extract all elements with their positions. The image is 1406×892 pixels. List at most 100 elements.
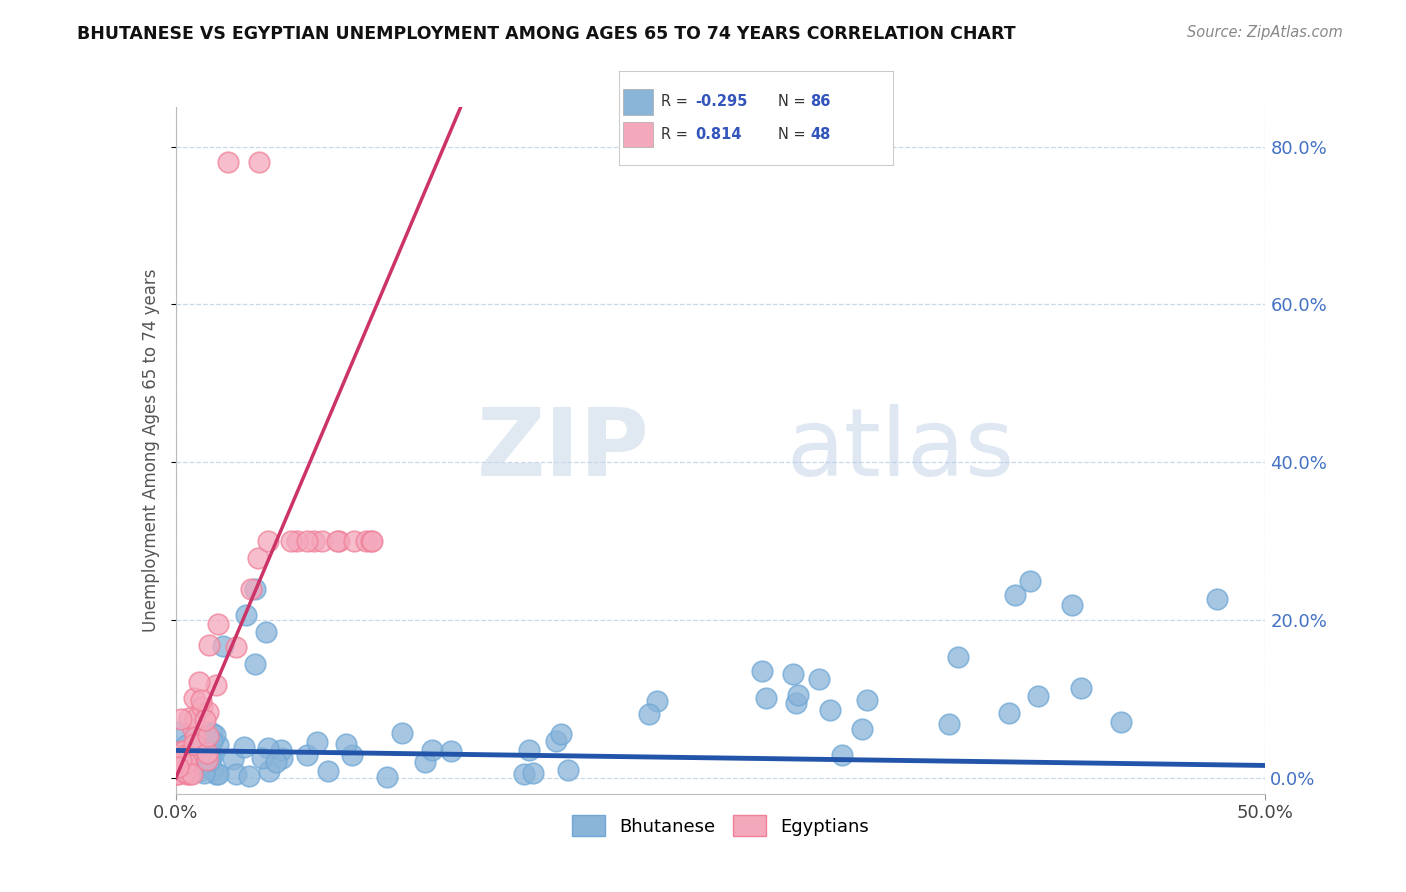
Point (266, 756, 288, 770)
Text: atlas: atlas (786, 404, 1014, 497)
Point (304, 534, 326, 549)
Point (1026, 689, 1049, 703)
Point (1060, 598, 1083, 612)
Point (184, 741, 207, 756)
Point (343, 534, 366, 549)
Point (184, 728, 207, 742)
Point (201, 734, 224, 748)
Point (326, 534, 349, 549)
Text: ZIP: ZIP (477, 404, 650, 497)
Point (235, 607, 257, 622)
Point (187, 675, 209, 690)
Point (831, 747, 853, 762)
FancyBboxPatch shape (623, 89, 652, 115)
Point (167, 760, 190, 774)
Point (197, 705, 219, 719)
Text: -0.295: -0.295 (696, 95, 748, 110)
Point (165, 767, 187, 781)
Point (166, 744, 188, 758)
Point (177, 711, 200, 725)
Point (517, 743, 540, 757)
Point (170, 744, 193, 758)
Point (194, 759, 217, 773)
Point (544, 734, 567, 748)
Point (225, 640, 247, 654)
Point (270, 743, 292, 757)
Point (179, 747, 201, 761)
Point (167, 725, 190, 739)
Point (246, 550, 269, 565)
Point (194, 713, 217, 727)
Point (360, 534, 382, 549)
Point (205, 678, 228, 692)
Point (183, 690, 205, 705)
Point (557, 763, 579, 777)
FancyBboxPatch shape (623, 121, 652, 147)
Point (201, 748, 224, 763)
Point (180, 754, 202, 768)
Text: N =: N = (778, 95, 806, 110)
Point (183, 737, 205, 751)
Text: BHUTANESE VS EGYPTIAN UNEMPLOYMENT AMONG AGES 65 TO 74 YEARS CORRELATION CHART: BHUTANESE VS EGYPTIAN UNEMPLOYMENT AMONG… (77, 25, 1017, 43)
Point (751, 665, 773, 679)
Point (285, 534, 308, 549)
Point (851, 723, 873, 737)
Point (170, 754, 193, 768)
Point (174, 756, 197, 770)
Point (167, 767, 190, 781)
Point (183, 712, 205, 726)
Text: R =: R = (661, 127, 688, 142)
Point (254, 625, 277, 640)
Point (183, 730, 205, 744)
Point (1019, 574, 1042, 588)
Point (194, 731, 217, 745)
Point (188, 764, 211, 779)
Text: 48: 48 (811, 127, 831, 142)
Point (193, 765, 215, 780)
Point (170, 756, 193, 771)
Point (808, 672, 831, 686)
Point (647, 694, 669, 708)
Point (195, 746, 218, 760)
Point (440, 743, 463, 757)
Point (256, 741, 278, 756)
Point (177, 767, 200, 781)
Text: N =: N = (778, 127, 806, 142)
Point (188, 758, 211, 772)
Point (245, 582, 267, 596)
Point (360, 534, 382, 549)
Point (938, 717, 960, 731)
Point (782, 667, 804, 681)
Point (513, 767, 536, 781)
Point (1070, 681, 1092, 696)
Point (198, 737, 221, 751)
Text: Source: ZipAtlas.com: Source: ZipAtlas.com (1187, 25, 1343, 40)
Point (176, 767, 198, 781)
Text: R =: R = (661, 95, 688, 110)
Point (184, 756, 207, 771)
Point (295, 747, 318, 762)
Point (755, 690, 778, 705)
Point (391, 725, 413, 739)
Point (180, 758, 202, 772)
Point (198, 753, 221, 767)
Point (181, 722, 204, 736)
Point (340, 748, 363, 763)
Point (997, 706, 1019, 720)
Point (295, 534, 318, 549)
Point (174, 738, 197, 752)
Point (191, 700, 214, 714)
Point (316, 764, 339, 779)
Point (354, 534, 377, 549)
Text: 0.814: 0.814 (696, 127, 742, 142)
Point (638, 706, 661, 721)
Point (204, 728, 226, 742)
Point (205, 767, 228, 781)
Point (328, 534, 350, 549)
Point (522, 766, 544, 780)
Point (173, 764, 195, 779)
Point (250, 750, 273, 764)
Point (207, 738, 229, 752)
Point (256, 534, 278, 549)
Point (415, 755, 437, 769)
